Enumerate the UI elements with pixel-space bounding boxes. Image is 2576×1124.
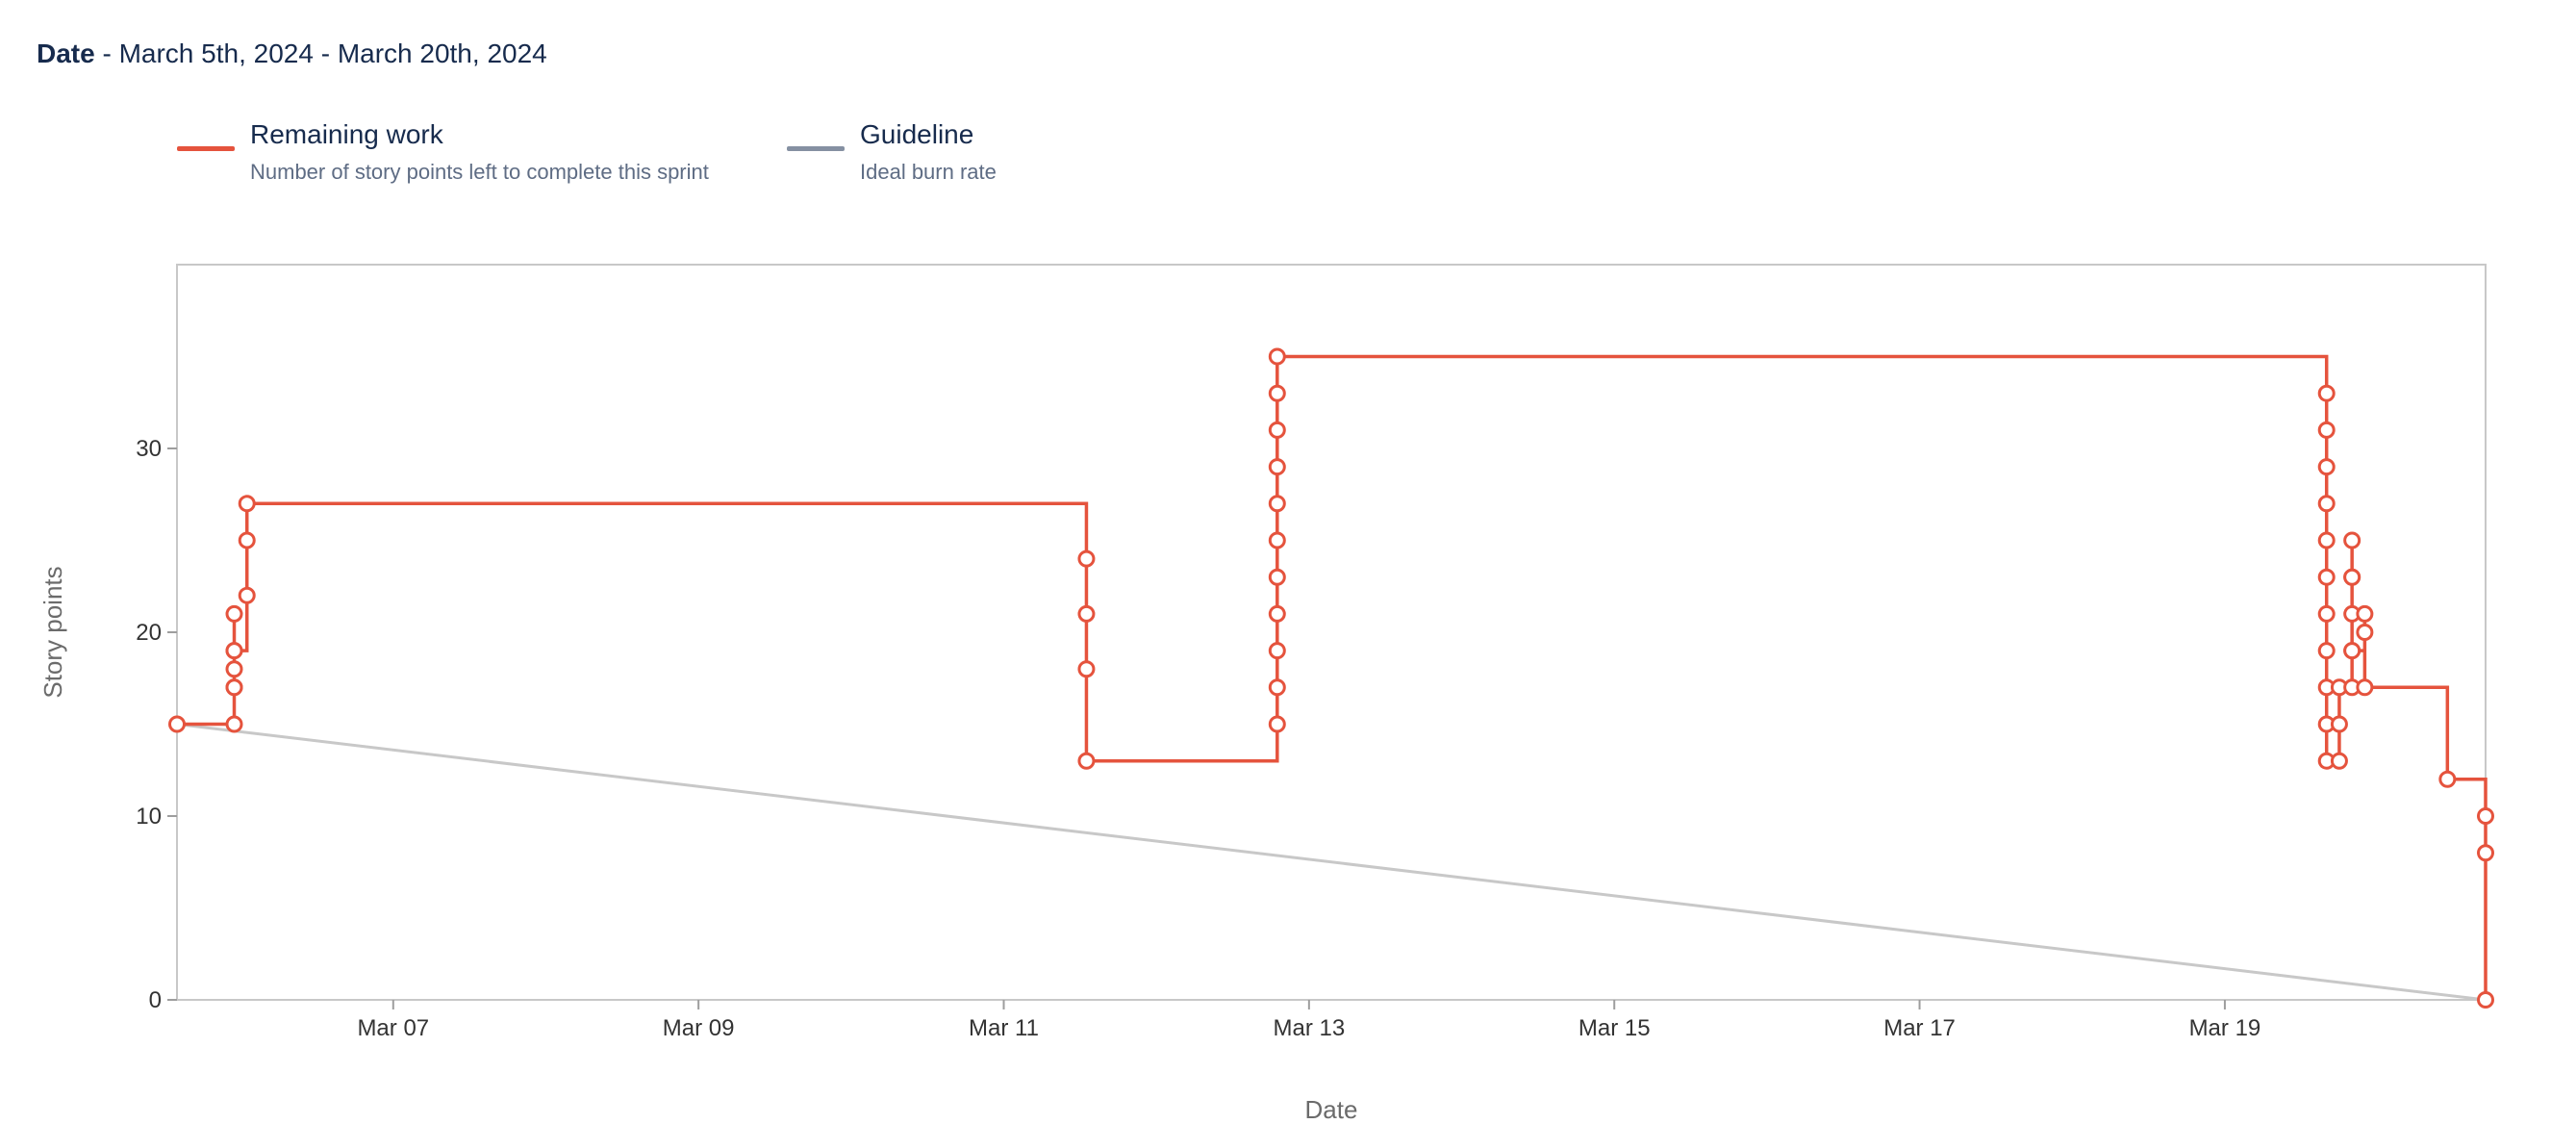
remaining-work-point[interactable] (1077, 752, 1096, 770)
guideline-series-line (176, 723, 2487, 1002)
remaining-work-point[interactable] (238, 531, 256, 549)
x-tick-label: Mar 09 (663, 1015, 735, 1041)
remaining-work-point[interactable] (2317, 531, 2336, 549)
x-tick-label: Mar 19 (2189, 1015, 2261, 1041)
x-tick-label: Mar 15 (1578, 1015, 1651, 1041)
remaining-work-point[interactable] (2317, 421, 2336, 439)
remaining-work-point[interactable] (1268, 458, 1286, 476)
remaining-work-point[interactable] (2343, 568, 2361, 586)
y-axis-label: Story points (38, 566, 67, 698)
remaining-work-point[interactable] (2330, 752, 2348, 770)
remaining-work-point[interactable] (1268, 678, 1286, 697)
legend-desc-guideline: Ideal burn rate (860, 160, 997, 184)
remaining-work-point[interactable] (238, 586, 256, 604)
remaining-work-point[interactable] (2356, 604, 2374, 623)
remaining-work-point[interactable] (2343, 642, 2361, 660)
date-range-text: - March 5th, 2024 - March 20th, 2024 (94, 38, 547, 68)
legend-title-guideline: Guideline (860, 119, 974, 149)
remaining-work-point[interactable] (1268, 568, 1286, 586)
remaining-work-point[interactable] (2343, 531, 2361, 549)
date-label: Date (37, 38, 95, 68)
remaining-work-point[interactable] (1268, 531, 1286, 549)
remaining-work-point[interactable] (2477, 991, 2494, 1009)
remaining-work-point[interactable] (225, 715, 243, 733)
remaining-work-point[interactable] (2477, 844, 2494, 862)
remaining-work-point[interactable] (2356, 624, 2374, 641)
remaining-work-point[interactable] (1268, 421, 1286, 439)
remaining-work-point[interactable] (225, 642, 243, 660)
remaining-work-series-line (177, 354, 2488, 1000)
x-tick-label: Mar 07 (357, 1015, 429, 1041)
x-tick-label: Mar 13 (1274, 1015, 1346, 1041)
remaining-work-point[interactable] (225, 660, 243, 678)
remaining-work-point[interactable] (2317, 642, 2336, 660)
remaining-work-point[interactable] (2317, 384, 2336, 402)
y-axis: 0 10 20 30 (136, 436, 177, 1013)
remaining-work-point[interactable] (225, 678, 243, 697)
remaining-work-point[interactable] (1268, 604, 1286, 623)
remaining-work-point[interactable] (2438, 770, 2457, 788)
remaining-work-point[interactable] (2317, 604, 2336, 623)
remaining-work-point[interactable] (168, 715, 186, 733)
legend-swatch-guideline (787, 146, 845, 151)
remaining-work-point[interactable] (1077, 549, 1096, 568)
legend-title-remaining-work: Remaining work (250, 119, 443, 149)
remaining-work-point[interactable] (2317, 458, 2336, 476)
remaining-work-point[interactable] (1268, 495, 1286, 513)
legend-swatch-remaining-work (177, 146, 235, 151)
y-tick-label: 0 (149, 987, 162, 1013)
remaining-work-point[interactable] (2477, 807, 2494, 825)
series-layer (168, 347, 2494, 1009)
x-axis-label: Date (1305, 1095, 1358, 1124)
y-tick-label: 20 (136, 620, 162, 646)
plot-area-frame (176, 264, 2487, 1001)
remaining-work-point[interactable] (1268, 715, 1286, 733)
legend-desc-remaining-work: Number of story points left to complete … (250, 160, 709, 184)
remaining-work-point[interactable] (1268, 347, 1286, 366)
x-axis: Mar 07 Mar 09 Mar 11 Mar 13 Mar 15 Mar 17 Mar … (357, 1000, 2260, 1041)
remaining-work-point[interactable] (2356, 678, 2374, 697)
remaining-work-point[interactable] (1077, 660, 1096, 678)
x-tick-label: Mar 17 (1883, 1015, 1956, 1041)
y-tick-label: 30 (136, 436, 162, 462)
y-tick-label: 10 (136, 804, 162, 830)
remaining-work-point[interactable] (2317, 495, 2336, 513)
remaining-work-point[interactable] (1268, 642, 1286, 660)
remaining-work-point[interactable] (238, 495, 256, 513)
remaining-work-point[interactable] (1268, 384, 1286, 402)
x-tick-label: Mar 11 (969, 1015, 1039, 1041)
remaining-work-point[interactable] (225, 604, 243, 623)
remaining-work-point[interactable] (1077, 604, 1096, 623)
remaining-work-point[interactable] (2330, 715, 2348, 733)
remaining-work-point[interactable] (2317, 568, 2336, 586)
date-range-header: Date - March 5th, 2024 - March 20th, 202… (37, 38, 547, 69)
